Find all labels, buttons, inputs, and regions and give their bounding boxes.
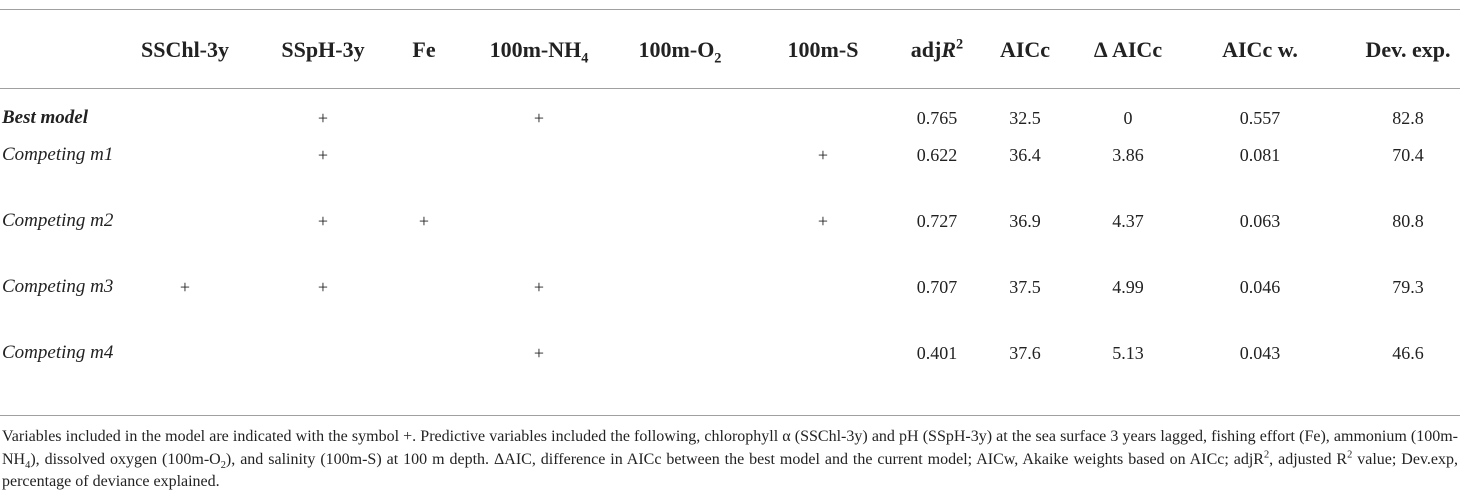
column-header: SSpH-3y (281, 34, 364, 66)
text-run: R (941, 37, 957, 62)
table-cell: 0.046 (1239, 277, 1281, 297)
column-header: Fe (412, 34, 435, 66)
table-cell: + (533, 277, 545, 297)
text-run: value; Dev.exp, percentage of deviance e… (2, 450, 1459, 491)
text-run: ), and salinity (100m-S) at 100 m depth.… (225, 450, 1264, 468)
text-run: Fe (412, 37, 436, 62)
text-run: 2 (220, 459, 226, 471)
table-cell: 36.9 (1009, 211, 1041, 231)
text-run: 100m-O (638, 37, 715, 62)
table-cell: 0.043 (1239, 343, 1281, 363)
row-label: Competing m1 (2, 144, 114, 165)
table-cell: + (533, 108, 545, 128)
text-run: 2 (714, 50, 722, 67)
row-label: Competing m2 (2, 210, 114, 231)
table-cell: + (179, 277, 191, 297)
text-run: 100m-S (787, 37, 859, 62)
text-run: ), dissolved oxygen (100m-O (30, 450, 221, 468)
text-run: 2 (1347, 449, 1353, 461)
table-cell: + (317, 108, 329, 128)
table-cell: 82.8 (1392, 108, 1424, 128)
table-cell: 37.6 (1009, 343, 1041, 363)
table-cell: 5.13 (1112, 343, 1144, 363)
table-cell: 4.99 (1112, 277, 1144, 297)
table-cell: 0.727 (916, 211, 958, 231)
table-cell: 0.081 (1239, 145, 1281, 165)
table-cell: + (817, 145, 829, 165)
column-header: 100m-S (788, 34, 859, 66)
table-cell: 0 (1123, 108, 1133, 128)
text-run: AICc (999, 37, 1051, 62)
text-run: Dev. exp. (1365, 37, 1451, 62)
table-cell: 70.4 (1392, 145, 1424, 165)
text-run: SSChl-3y (140, 37, 230, 62)
table-cell: + (317, 277, 329, 297)
table-cell: 36.4 (1009, 145, 1041, 165)
column-header: Δ AICc (1094, 34, 1162, 66)
column-header: AICc w. (1222, 34, 1298, 66)
table-cell: 0.765 (916, 108, 958, 128)
table-cell: 32.5 (1009, 108, 1041, 128)
table-cell: 0.557 (1239, 108, 1281, 128)
table-cell: 37.5 (1009, 277, 1041, 297)
text-run: , adjusted R (1269, 450, 1348, 468)
table-cell: + (418, 211, 430, 231)
table-cell: 0.063 (1239, 211, 1281, 231)
table-cell: 0.707 (916, 277, 958, 297)
table-cell: + (317, 211, 329, 231)
table-cell: + (317, 145, 329, 165)
text-run: adj (910, 37, 942, 62)
text-run: SSpH-3y (281, 37, 365, 62)
table-cell: + (817, 211, 829, 231)
column-header: SSChl-3y (141, 34, 229, 66)
top-rule (0, 9, 1460, 10)
table-cell: 0.622 (916, 145, 958, 165)
table-cell: 4.37 (1112, 211, 1144, 231)
row-label: Competing m4 (2, 342, 114, 363)
text-run: 100m-NH (489, 37, 582, 62)
text-run: 4 (581, 50, 589, 67)
header-rule (0, 88, 1460, 89)
text-run: AICc w. (1222, 37, 1298, 62)
table-cell: 0.401 (916, 343, 958, 363)
table-cell: 46.6 (1392, 343, 1424, 363)
table-cell: 79.3 (1392, 277, 1424, 297)
column-header: adjR2 (911, 34, 963, 66)
text-run: 4 (25, 459, 31, 471)
text-run: Δ AICc (1093, 37, 1163, 62)
bottom-rule (0, 415, 1460, 416)
footnote: Variables included in the model are indi… (2, 426, 1458, 494)
column-header: Dev. exp. (1366, 34, 1451, 66)
column-header: 100m-O2 (639, 34, 722, 66)
column-header: 100m-NH4 (490, 34, 589, 66)
table-cell: 3.86 (1112, 145, 1144, 165)
table-cell: + (533, 343, 545, 363)
text-run: Variables included in the model are indi… (2, 428, 1458, 468)
row-label: Competing m3 (2, 276, 114, 297)
text-run: 2 (956, 36, 964, 53)
table-cell: 80.8 (1392, 211, 1424, 231)
row-label: Best model (2, 107, 89, 128)
text-run: 2 (1263, 449, 1270, 461)
column-header: AICc (1000, 34, 1050, 66)
